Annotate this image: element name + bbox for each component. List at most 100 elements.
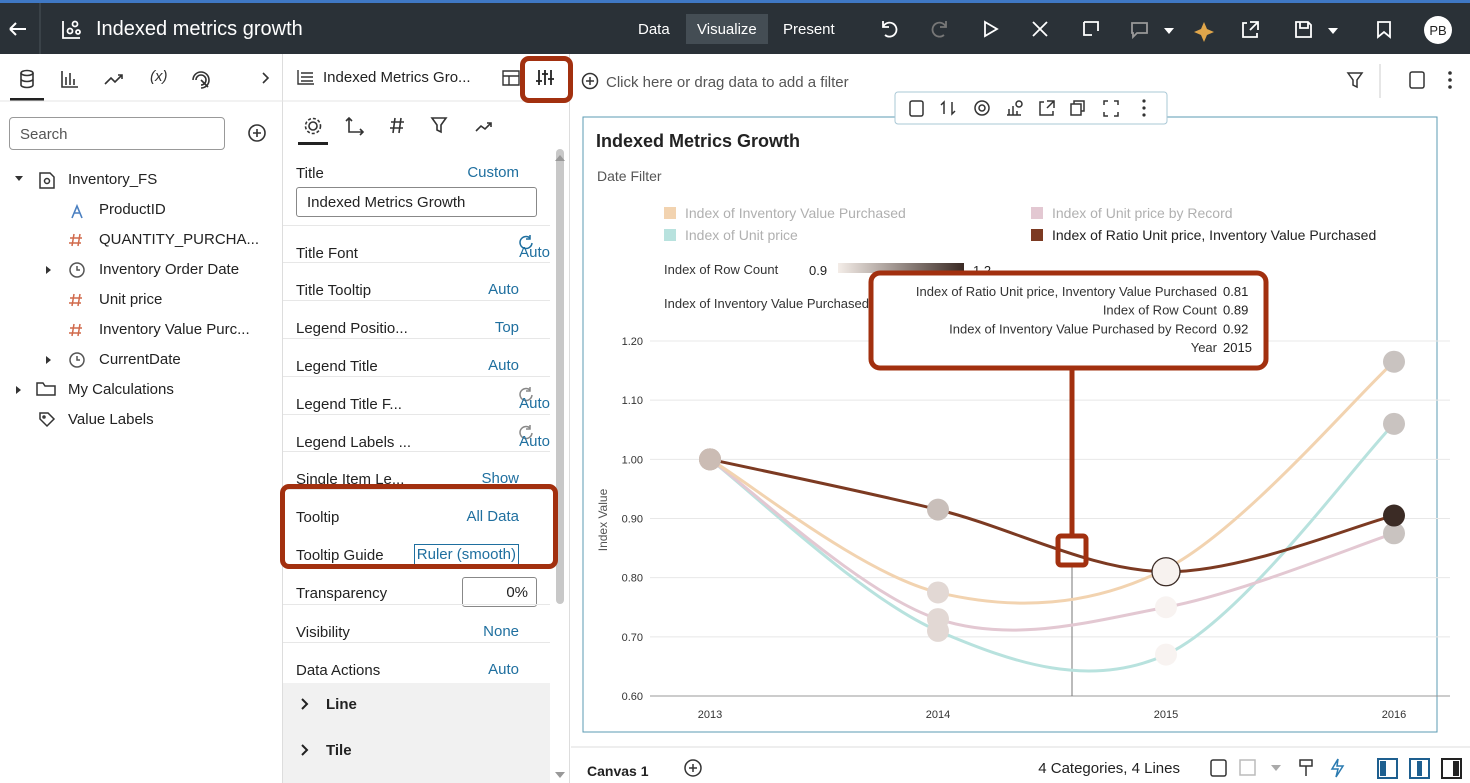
back-icon[interactable]	[9, 22, 26, 36]
general-tab[interactable]	[308, 121, 318, 131]
title-input[interactable]: Indexed Metrics Growth	[296, 187, 537, 217]
ml-icon[interactable]	[192, 71, 210, 89]
canvas-tab[interactable]: Canvas 1	[587, 763, 649, 779]
layout-left[interactable]	[1377, 758, 1398, 779]
add-canvas[interactable]	[684, 759, 702, 777]
save-icon[interactable]	[1295, 21, 1312, 38]
filter-tab[interactable]	[430, 117, 448, 134]
property-value[interactable]: Auto	[488, 661, 519, 678]
comment-icon	[1131, 22, 1148, 40]
data-point	[1151, 557, 1181, 587]
tree-item[interactable]: My Calculations	[68, 381, 174, 398]
ai-icon[interactable]	[1194, 22, 1214, 42]
export-icon[interactable]	[1242, 21, 1259, 38]
viz-toolbar-icons[interactable]	[909, 100, 1119, 117]
tree-item[interactable]: QUANTITY_PURCHA...	[99, 231, 260, 248]
db-icon[interactable]	[20, 69, 34, 89]
property-value[interactable]: Top	[494, 319, 519, 336]
legend-swatch	[664, 229, 676, 241]
property-label: Legend Title F...	[296, 396, 402, 413]
row-separator	[283, 642, 550, 643]
tree-carets[interactable]	[15, 176, 51, 394]
property-value[interactable]: None	[483, 623, 519, 640]
data-icon[interactable]	[1083, 21, 1099, 36]
bookmark-icon[interactable]	[1377, 21, 1391, 39]
tree-item[interactable]: ProductID	[99, 201, 166, 218]
add-icon[interactable]	[253, 129, 261, 137]
footer-caret[interactable]	[1271, 765, 1281, 771]
filter-placeholder[interactable]: Click here or drag data to add a filter	[606, 74, 849, 91]
more-icon[interactable]	[1448, 71, 1452, 89]
calc-icon[interactable]: (x)	[150, 68, 168, 85]
reset-icons[interactable]	[519, 235, 533, 440]
layout-center[interactable]	[1417, 761, 1422, 776]
legend-label: Index of Unit price by Record	[1052, 205, 1233, 221]
section-header[interactable]: Tile	[326, 742, 352, 759]
tree-item[interactable]: Value Labels	[68, 411, 154, 428]
tooltip-value: 0.92	[1223, 321, 1248, 336]
tree-item[interactable]: Inventory Value Purc...	[99, 321, 250, 338]
property-value[interactable]: All Data	[466, 508, 519, 525]
undo-icon[interactable]	[882, 21, 898, 38]
tree-item[interactable]: Unit price	[99, 291, 163, 308]
layout-right[interactable]	[1453, 761, 1459, 776]
x-tick-label: 2013	[698, 709, 722, 721]
property-value[interactable]: 0%	[462, 577, 537, 607]
row-separator	[283, 338, 550, 339]
property-value[interactable]: Auto	[488, 281, 519, 298]
tooltip-value: 0.81	[1223, 284, 1248, 299]
properties-icon[interactable]	[536, 70, 554, 85]
filter-icon[interactable]	[1346, 72, 1364, 89]
add-icon[interactable]	[248, 124, 266, 142]
property-value[interactable]: Auto	[519, 244, 550, 261]
general-tab[interactable]	[304, 117, 322, 135]
series-line	[709, 360, 1396, 605]
tree-item[interactable]: Inventory_FS	[68, 171, 158, 188]
viz-menu-icon[interactable]	[1409, 71, 1425, 89]
property-value[interactable]: Auto	[519, 395, 550, 412]
property-value[interactable]: Auto	[519, 433, 550, 450]
grammar-icon[interactable]	[502, 70, 520, 86]
layout-center[interactable]	[1409, 758, 1430, 779]
avatar[interactable]: PB	[1429, 23, 1447, 38]
run-icon[interactable]	[984, 20, 999, 38]
footer-icons[interactable]	[1210, 758, 1345, 778]
tree-item[interactable]: Inventory Order Date	[99, 261, 240, 278]
tab[interactable]: Data	[638, 21, 670, 38]
color-legend-min: 0.9	[809, 263, 827, 278]
property-label: Legend Positio...	[296, 320, 408, 337]
tab[interactable]: Visualize	[697, 21, 757, 38]
axis-tab[interactable]	[345, 116, 365, 136]
viz-toolbar-more[interactable]	[1142, 99, 1146, 117]
add-canvas[interactable]	[689, 764, 697, 772]
row-separator	[283, 300, 550, 301]
tools-icon[interactable]	[1032, 21, 1048, 37]
section-header[interactable]: Line	[326, 696, 357, 713]
property-value[interactable]: Auto	[488, 357, 519, 374]
property-value[interactable]: Show	[481, 470, 519, 487]
text-type-icon	[71, 203, 83, 219]
property-value[interactable]: Custom	[467, 164, 519, 181]
avatar-circle[interactable]	[1424, 16, 1452, 44]
tree-item[interactable]: CurrentDate	[99, 351, 181, 368]
x-tick-label: 2016	[1382, 709, 1406, 721]
row-separator	[283, 604, 550, 605]
add-filter-icon[interactable]	[586, 77, 594, 85]
add-filter-icon[interactable]	[581, 72, 599, 90]
section-carets[interactable]	[301, 698, 309, 756]
analytics-tab[interactable]	[475, 122, 492, 132]
data-point	[1155, 596, 1177, 619]
legend-label: Index of Inventory Value Purchased	[685, 205, 906, 221]
property-label: Legend Title	[296, 358, 378, 375]
number-tab[interactable]	[390, 117, 404, 134]
collapse-icon[interactable]	[262, 72, 270, 84]
project-icon	[62, 20, 81, 39]
scrollbar[interactable]	[556, 149, 564, 604]
layout-right[interactable]	[1441, 758, 1462, 779]
layout-left[interactable]	[1380, 761, 1386, 776]
viz-icon[interactable]	[61, 71, 78, 88]
analytics-icon[interactable]	[104, 74, 123, 85]
row-separator	[283, 489, 550, 490]
tab[interactable]: Present	[783, 21, 835, 38]
search-box[interactable]: Search	[9, 117, 225, 150]
